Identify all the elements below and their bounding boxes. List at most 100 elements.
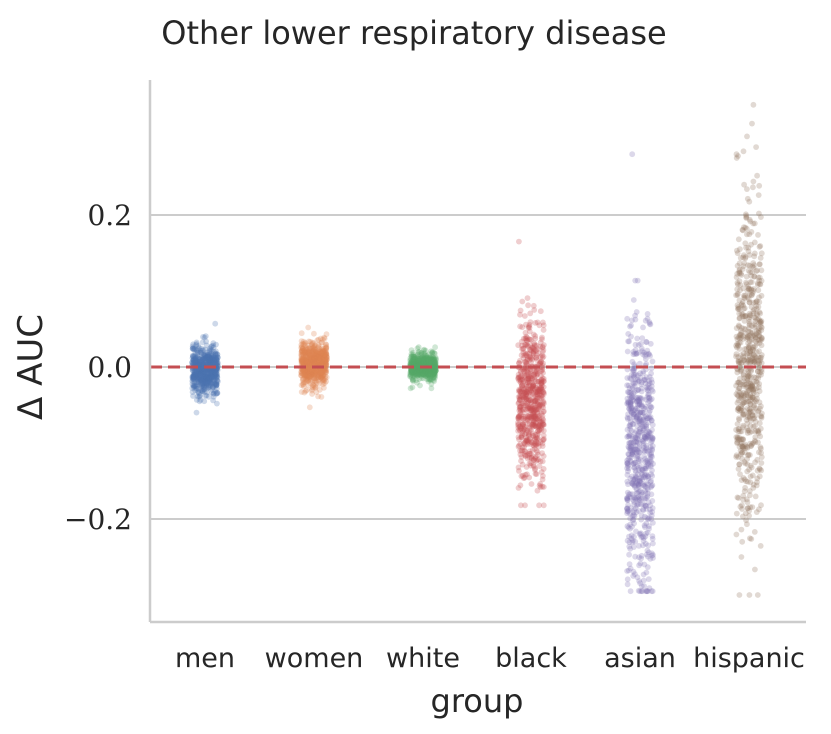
point-men xyxy=(208,374,215,380)
point-women xyxy=(303,372,310,379)
point-white xyxy=(427,371,433,378)
point-women xyxy=(298,349,305,356)
point-men xyxy=(205,378,212,384)
point-men xyxy=(198,367,205,374)
point-men xyxy=(192,371,199,377)
point-women xyxy=(305,350,311,357)
point-men xyxy=(195,355,201,362)
point-women xyxy=(316,355,323,362)
point-women xyxy=(321,358,328,365)
point-men xyxy=(200,352,207,359)
point-men xyxy=(196,365,203,372)
point-white xyxy=(415,354,421,361)
point-white xyxy=(431,361,438,368)
point-men xyxy=(204,356,211,363)
point-white xyxy=(423,361,430,367)
point-black xyxy=(535,430,542,437)
point-hispanic xyxy=(757,405,763,412)
point-hispanic xyxy=(757,319,764,326)
point-white xyxy=(431,369,438,376)
point-men xyxy=(201,352,208,359)
point-men xyxy=(203,353,210,360)
point-white xyxy=(422,367,429,374)
point-men xyxy=(212,368,219,374)
point-women xyxy=(323,345,330,351)
point-men xyxy=(194,393,201,400)
point-men xyxy=(190,360,197,366)
point-men xyxy=(205,376,212,383)
point-women xyxy=(300,338,307,345)
point-women xyxy=(322,350,328,357)
point-black xyxy=(520,475,527,481)
point-black xyxy=(527,319,534,325)
point-men xyxy=(196,393,202,400)
point-women xyxy=(299,370,306,377)
point-women xyxy=(306,357,313,364)
point-men xyxy=(193,409,200,416)
point-black xyxy=(518,502,524,509)
point-hispanic xyxy=(755,232,761,238)
point-white xyxy=(418,355,424,362)
point-men xyxy=(194,370,201,377)
point-women xyxy=(319,360,326,367)
point-men xyxy=(192,372,199,378)
point-men xyxy=(199,368,206,375)
point-women xyxy=(323,343,329,350)
point-women xyxy=(298,355,305,362)
point-men xyxy=(210,344,217,351)
point-women xyxy=(311,369,317,376)
point-women xyxy=(311,359,317,366)
point-men xyxy=(194,385,200,392)
point-white xyxy=(432,368,438,374)
point-men xyxy=(194,360,200,367)
point-men xyxy=(190,372,197,379)
point-women xyxy=(322,359,329,365)
point-men xyxy=(212,367,219,374)
point-white xyxy=(422,368,429,375)
point-men xyxy=(190,346,197,353)
point-white xyxy=(416,359,423,366)
point-women xyxy=(314,372,320,378)
point-hispanic xyxy=(748,536,755,542)
point-women xyxy=(302,349,308,355)
point-women xyxy=(314,348,321,355)
point-women xyxy=(298,348,305,355)
point-hispanic xyxy=(748,396,755,403)
y-tick-label: 0.0 xyxy=(87,351,132,384)
point-asian xyxy=(643,569,650,576)
point-white xyxy=(408,358,415,365)
point-women xyxy=(315,343,322,350)
point-white xyxy=(429,350,436,357)
point-white xyxy=(428,367,435,374)
point-men xyxy=(192,353,198,359)
point-men xyxy=(209,367,216,374)
point-asian xyxy=(624,537,631,544)
point-women xyxy=(302,353,309,360)
point-asian xyxy=(624,315,631,322)
point-white xyxy=(432,364,438,371)
point-men xyxy=(211,378,218,384)
point-men xyxy=(209,374,216,380)
point-hispanic xyxy=(741,260,748,266)
point-hispanic xyxy=(757,444,764,450)
point-men xyxy=(212,358,218,365)
point-men xyxy=(193,397,200,403)
point-women xyxy=(299,347,306,354)
point-white xyxy=(432,364,438,370)
point-hispanic xyxy=(755,329,761,335)
point-women xyxy=(311,357,318,364)
point-women xyxy=(302,369,309,376)
point-white xyxy=(432,363,438,370)
point-men xyxy=(212,360,219,367)
point-white xyxy=(428,356,434,363)
point-asian xyxy=(627,545,634,552)
point-hispanic xyxy=(743,417,750,423)
point-women xyxy=(305,377,312,383)
point-white xyxy=(421,355,428,362)
point-white xyxy=(429,359,436,366)
point-men xyxy=(195,352,201,358)
point-white xyxy=(428,348,435,355)
point-men xyxy=(201,369,208,375)
point-women xyxy=(300,348,307,355)
point-men xyxy=(214,354,221,361)
